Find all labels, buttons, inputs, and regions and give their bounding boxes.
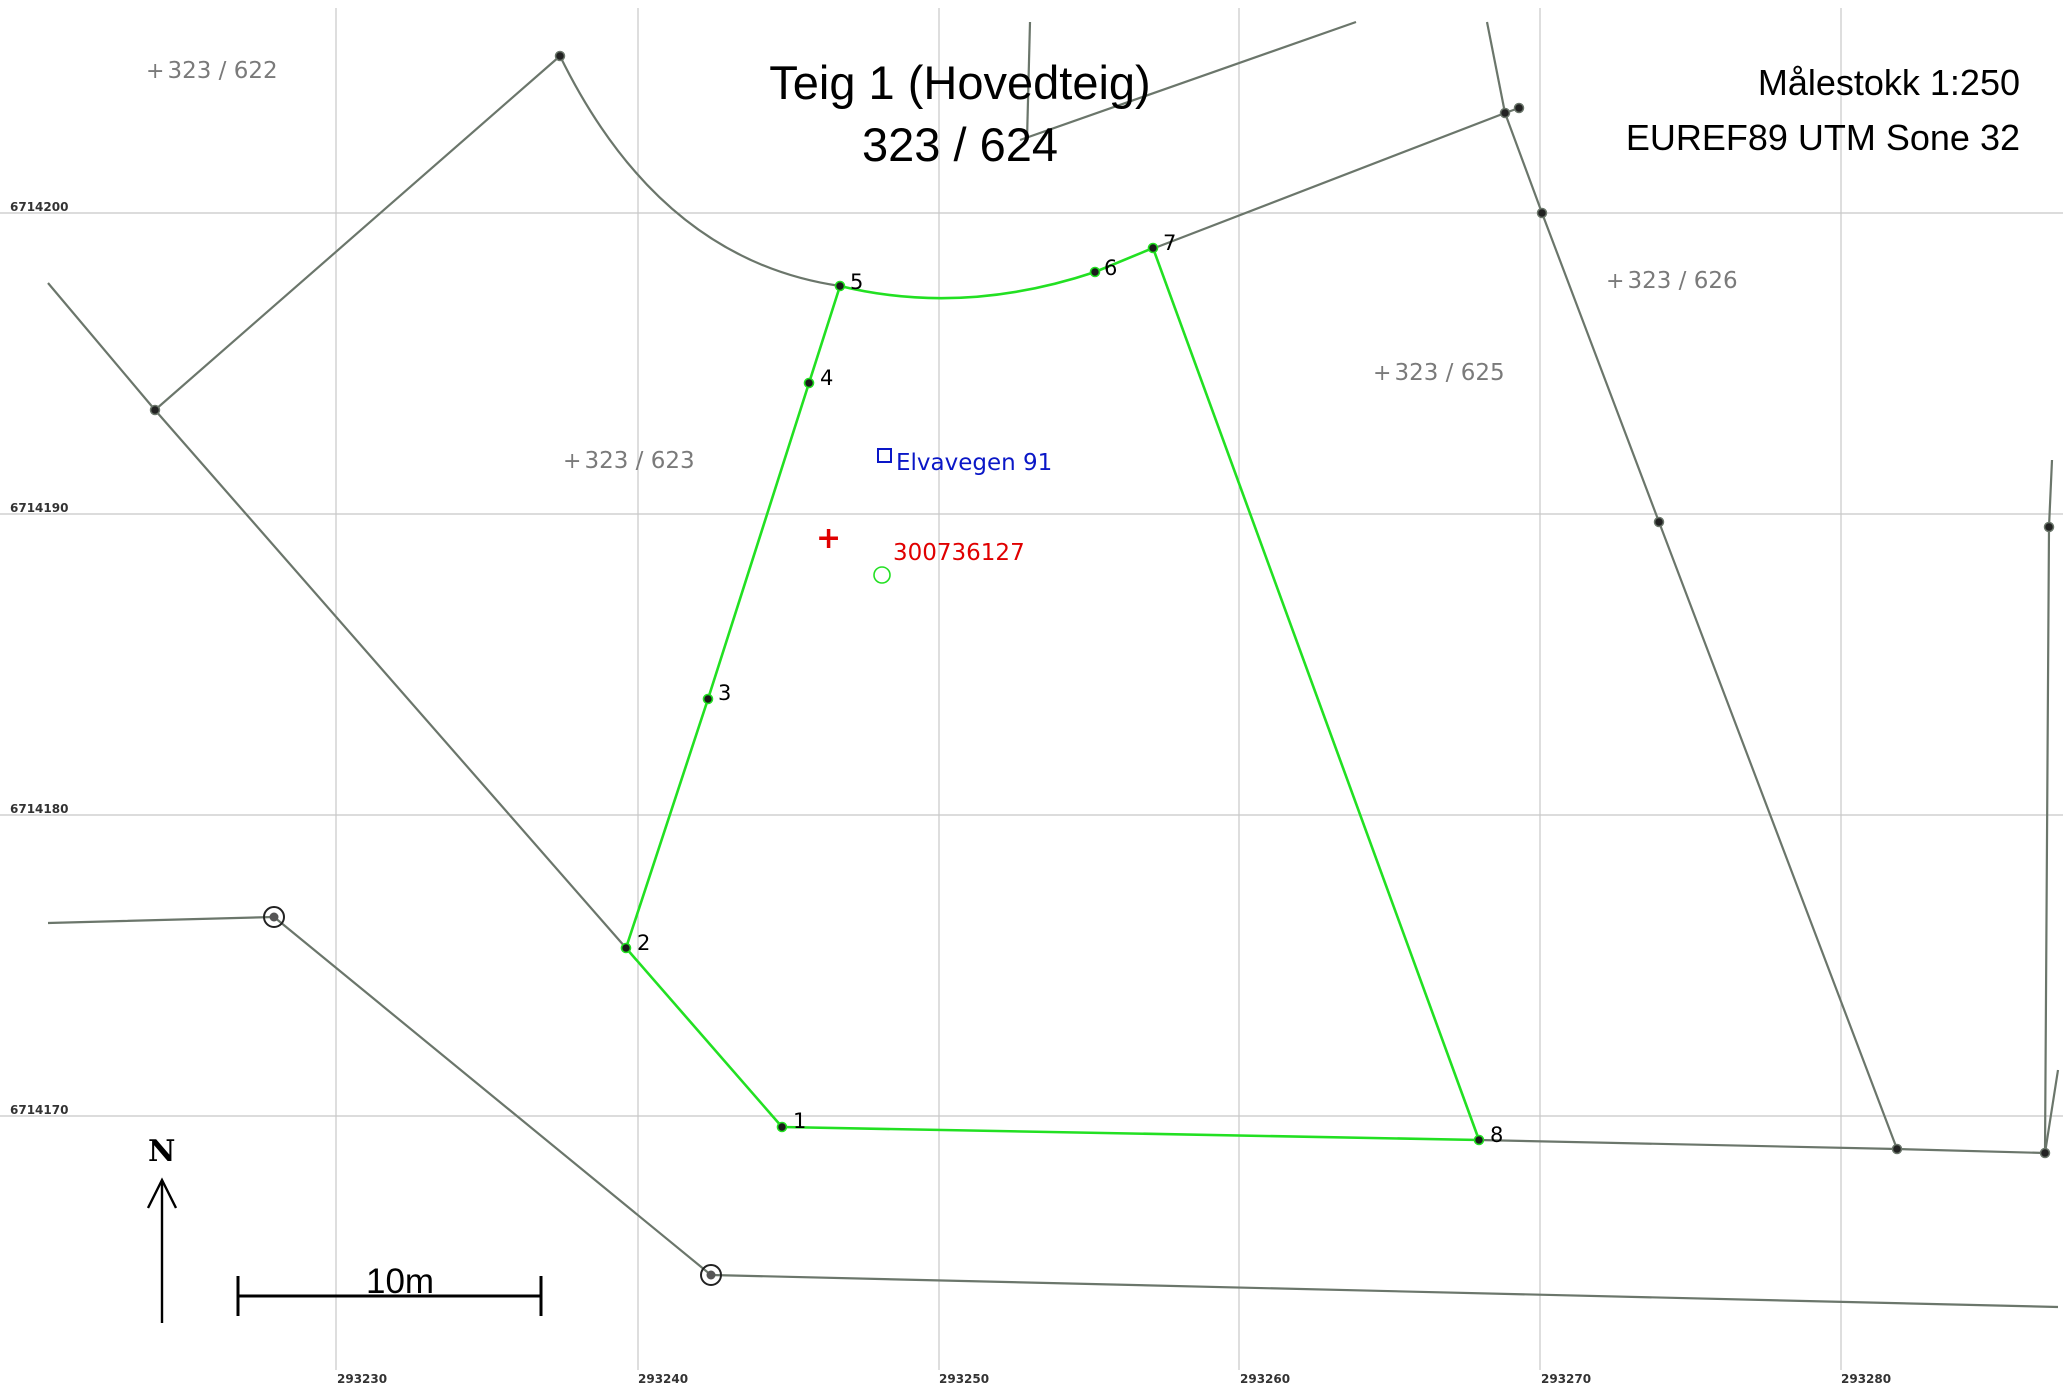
northing-label: 6714170 <box>10 1103 69 1117</box>
boundary-northwest <box>154 55 561 411</box>
parcel-vertices <box>620 242 1485 1146</box>
address-marker-icon <box>877 448 892 463</box>
boundary-north-small <box>1025 21 1032 141</box>
address-text: Elvavegen 91 <box>896 450 1053 476</box>
parcel-edge-5-6 <box>839 270 1096 300</box>
monument-marker <box>269 912 279 922</box>
parcel-vertex-2 <box>620 942 632 954</box>
parcel-vertex-5 <box>834 280 846 292</box>
easting-label: 293240 <box>638 1372 689 1386</box>
parcel-vertex-1 <box>776 1121 788 1133</box>
north-label: N <box>148 1134 176 1169</box>
parcel-marker-icon: + <box>146 59 165 84</box>
monument-marker <box>263 906 285 928</box>
scale-info: Målestokk 1:250 EUREF89 UTM Sone 32 <box>1626 55 2020 165</box>
vertex-label-5: 5 <box>850 270 864 294</box>
vertex-label-6: 6 <box>1104 256 1118 280</box>
easting-label: 293230 <box>337 1372 388 1386</box>
map-title: Teig 1 (Hovedteig) 323 / 624 <box>700 52 1220 176</box>
map-title-line2: 323 / 624 <box>861 118 1058 171</box>
vertex-label-1: 1 <box>793 1109 807 1133</box>
parcel-vertex-7 <box>1147 242 1159 254</box>
boundary-north-top <box>1019 20 1357 142</box>
building-marker-icon: + <box>816 521 842 556</box>
scale-bar <box>236 1276 543 1316</box>
coordinate-grid <box>0 8 2063 1370</box>
boundary-east <box>1485 21 1507 114</box>
scale-bar-label: 10m <box>366 1262 435 1301</box>
vertex-label-3: 3 <box>718 681 732 705</box>
boundary-south <box>710 1273 2059 1309</box>
vertex-marker <box>149 404 161 416</box>
parcel-vertex-6 <box>1089 266 1101 278</box>
vertex-label-2: 2 <box>637 931 651 955</box>
parcel-marker-icon: + <box>1606 269 1625 294</box>
northing-label: 6714200 <box>10 200 69 214</box>
vertex-marker <box>1891 1143 1903 1155</box>
parcel-label-626: +323 / 626 <box>1606 268 1738 294</box>
parcel-edge-7-8 <box>1151 247 1481 1141</box>
parcel-edge-6-7 <box>1094 246 1154 274</box>
easting-label: 293270 <box>1541 1372 1592 1386</box>
map-title-line1: Teig 1 (Hovedteig) <box>769 56 1151 109</box>
easting-label: 293280 <box>1841 1372 1892 1386</box>
vertex-marker <box>554 50 566 62</box>
parcel-marker-icon: + <box>563 449 582 474</box>
monument-marker <box>700 1264 722 1286</box>
parcel-vertex-4 <box>803 377 815 389</box>
boundary-west-diagonal <box>47 282 627 949</box>
easting-label: 293250 <box>939 1372 990 1386</box>
monument-marker <box>706 1270 716 1280</box>
parcel-edge-8-1 <box>781 1125 1480 1142</box>
parcel-label-622: +323 / 622 <box>146 58 278 84</box>
boundary-far-east-lower <box>2043 1069 2060 1154</box>
boundary-north-arc <box>559 55 841 288</box>
northing-label: 6714190 <box>10 501 69 515</box>
parcel-vertex-8 <box>1473 1134 1485 1146</box>
vertex-label-8: 8 <box>1490 1123 1504 1147</box>
parcel-vertex-3 <box>702 693 714 705</box>
vertex-marker <box>2039 1147 2051 1159</box>
parcel-edge-1-2 <box>625 947 783 1128</box>
vertex-label-7: 7 <box>1163 231 1177 255</box>
building-id-label: 300736127 <box>893 540 1025 566</box>
parcel-edge-2-5 <box>624 285 842 949</box>
parcel-centroid-marker <box>873 566 891 584</box>
vertex-marker <box>1499 107 1511 119</box>
boundary-southwest <box>47 915 712 1276</box>
vertex-marker <box>1513 102 1525 114</box>
address-label: Elvavegen 91 <box>877 450 1052 476</box>
survey-monuments <box>263 906 722 1286</box>
northing-label: 6714180 <box>10 802 69 816</box>
parcel-marker-icon: + <box>1373 361 1392 386</box>
crs-label: EUREF89 UTM Sone 32 <box>1625 117 2020 158</box>
vertex-marker <box>1536 207 1548 219</box>
main-parcel-boundary <box>624 246 1481 1142</box>
vertex-marker <box>2043 521 2055 533</box>
neighbor-boundaries <box>47 20 2060 1309</box>
parcel-label-625: +323 / 625 <box>1373 360 1505 386</box>
boundary-east-long <box>1503 112 1899 1150</box>
boundary-south-east <box>1478 1138 2046 1155</box>
neighbor-vertices <box>149 50 2055 1159</box>
easting-label: 293260 <box>1240 1372 1291 1386</box>
boundary-far-east <box>2043 459 2054 1154</box>
scale-label: Målestokk 1:250 <box>1757 62 2020 103</box>
north-arrow-icon <box>146 1177 178 1323</box>
vertex-marker <box>1653 516 1665 528</box>
vertex-label-4: 4 <box>820 366 834 390</box>
parcel-label-623: +323 / 623 <box>563 448 695 474</box>
